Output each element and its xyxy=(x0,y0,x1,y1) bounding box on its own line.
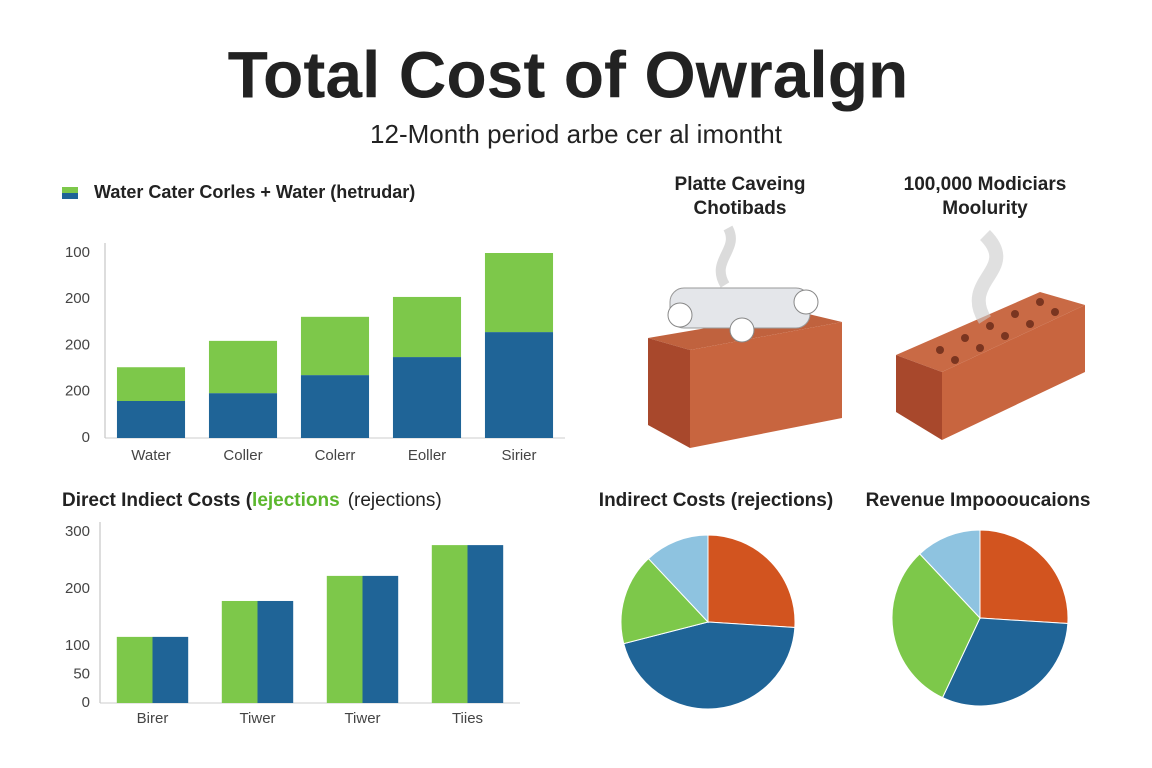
bar-segment xyxy=(484,253,554,333)
legend-swatch-bottom xyxy=(62,193,78,199)
title-part: (rejections) xyxy=(348,490,442,511)
pie-slice xyxy=(707,534,796,628)
x-tick-label: Sirier xyxy=(501,447,536,464)
bar-segment xyxy=(392,296,462,358)
bar-segment xyxy=(208,340,278,394)
pie-slice xyxy=(647,534,709,624)
x-tick-label: Tiies xyxy=(452,710,483,727)
y-tick-label: 100 xyxy=(65,637,90,654)
bar-segment xyxy=(300,316,370,376)
y-tick-label: 200 xyxy=(65,580,90,597)
y-tick-label: 100 xyxy=(65,244,90,261)
pie-slice xyxy=(941,617,1069,707)
brick-image-1 xyxy=(648,225,842,448)
page-title: Total Cost of Owralgn xyxy=(228,37,909,111)
bar-segment xyxy=(484,332,554,438)
pie-slice xyxy=(891,553,981,699)
bar-segment xyxy=(392,357,462,438)
x-tick-label: Eoller xyxy=(408,447,446,464)
title-part: Direct Indiect Costs ( xyxy=(62,490,253,511)
image-caption: 100,000 Modiciars xyxy=(904,174,1067,195)
legend-swatch-top xyxy=(62,187,78,193)
bar-segment xyxy=(300,375,370,438)
bar xyxy=(152,636,189,703)
x-tick-label: Coller xyxy=(223,447,262,464)
x-tick-label: Colerr xyxy=(315,447,356,464)
x-tick-label: Birer xyxy=(137,710,169,727)
y-tick-label: 0 xyxy=(82,429,90,446)
bar xyxy=(362,575,399,703)
bar-segment xyxy=(116,401,186,438)
bar xyxy=(221,600,258,703)
bar xyxy=(257,600,294,703)
y-tick-label: 200 xyxy=(65,290,90,307)
bar xyxy=(116,636,153,703)
y-tick-label: 200 xyxy=(65,383,90,400)
x-tick-label: Tiwer xyxy=(344,710,380,727)
bar xyxy=(467,545,504,703)
title-part: lejections xyxy=(252,490,340,511)
x-tick-label: Tiwer xyxy=(239,710,275,727)
y-tick-label: 0 xyxy=(82,694,90,711)
x-tick-label: Water xyxy=(131,447,170,464)
bar-segment xyxy=(116,367,186,401)
y-tick-label: 50 xyxy=(73,665,90,682)
pie-slice xyxy=(919,529,981,620)
bar xyxy=(326,575,363,703)
pie-slice xyxy=(623,621,796,710)
y-tick-label: 200 xyxy=(65,336,90,353)
legend-label: Water Cater Corles + Water (hetrudar) xyxy=(94,182,415,202)
image-caption: Chotibads xyxy=(694,198,787,219)
bar xyxy=(431,545,468,703)
chart-title: Revenue Impoooucaions xyxy=(866,490,1091,511)
brick-image-2 xyxy=(896,230,1085,440)
pie-slice xyxy=(620,557,709,645)
chart-title: Direct Indiect Costs (lejections (rejecti… xyxy=(62,490,442,511)
bar-segment xyxy=(208,393,278,438)
image-caption: Platte Caveing xyxy=(675,174,806,195)
y-tick-label: 300 xyxy=(65,523,90,540)
chart-title: Indirect Costs (rejections) xyxy=(599,490,833,511)
pie-slice xyxy=(979,529,1069,625)
page-subtitle: 12-Month period arbe cer al imontht xyxy=(370,119,783,149)
image-caption: Moolurity xyxy=(942,198,1028,219)
